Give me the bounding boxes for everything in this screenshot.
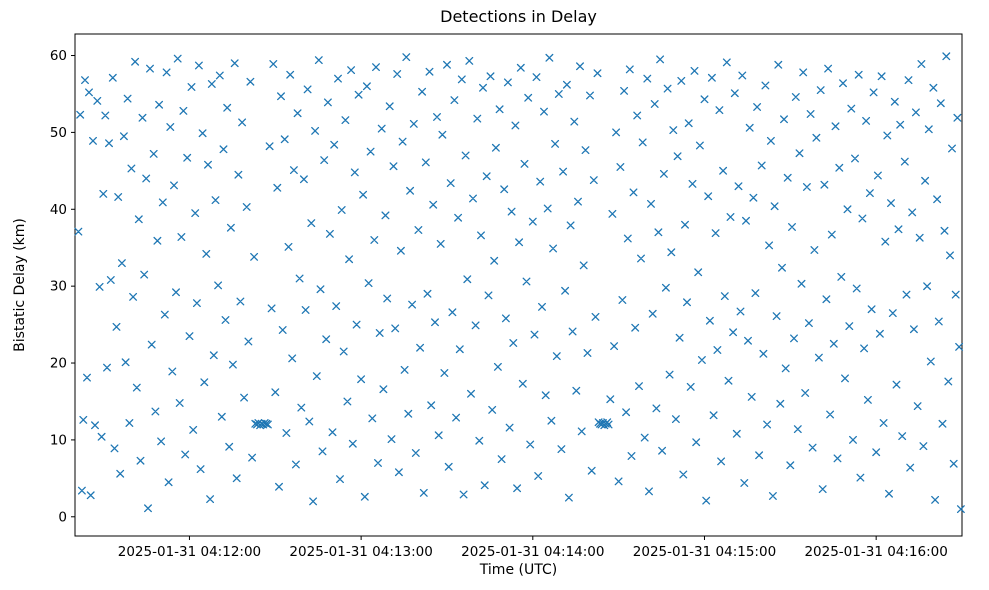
plot-border xyxy=(74,33,963,537)
x-axis-label: Time (UTC) xyxy=(479,562,558,578)
scatter-points xyxy=(74,52,965,514)
y-tick-label: 30 xyxy=(50,279,67,295)
x-tick-label: 2025-01-31 04:16:00 xyxy=(804,544,947,560)
x-tick-label: 2025-01-31 04:12:00 xyxy=(118,544,261,560)
y-tick-label: 10 xyxy=(50,432,67,448)
y-tick-label: 40 xyxy=(50,202,67,218)
x-tick-label: 2025-01-31 04:14:00 xyxy=(461,544,604,560)
y-tick-label: 60 xyxy=(50,48,67,64)
y-tick-label: 20 xyxy=(50,356,67,372)
x-tick-label: 2025-01-31 04:15:00 xyxy=(633,544,776,560)
chart-title: Detections in Delay xyxy=(440,7,597,26)
y-tick-label: 50 xyxy=(50,125,67,141)
y-tick-label: 0 xyxy=(58,509,67,525)
x-tick-label: 2025-01-31 04:13:00 xyxy=(289,544,432,560)
